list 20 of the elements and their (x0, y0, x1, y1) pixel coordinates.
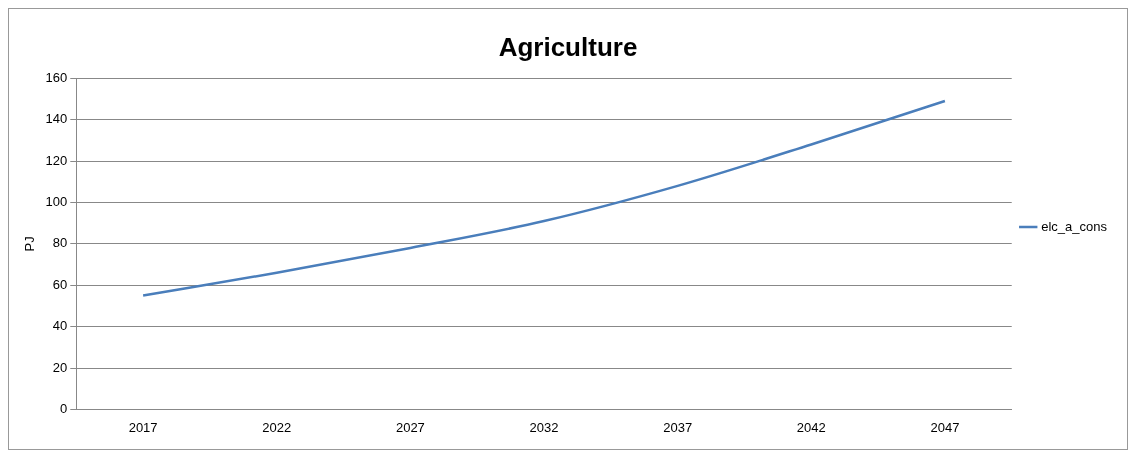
x-tick-label: 2027 (395, 419, 425, 435)
x-tick-label: 2017 (128, 419, 158, 435)
y-tick-label: 120 (45, 152, 68, 168)
legend-label: elc_a_cons (1041, 218, 1108, 234)
y-tick-label: 20 (52, 359, 68, 375)
y-tick-label: 80 (52, 235, 68, 251)
y-tick-label: 100 (45, 193, 68, 209)
x-tick-label: 2037 (663, 419, 693, 435)
x-tick-label: 2032 (529, 419, 559, 435)
line-series (141, 99, 947, 297)
y-tick-label: 140 (45, 111, 68, 127)
y-tick-label: 40 (52, 318, 68, 334)
y-tick-label: 60 (52, 276, 68, 292)
y-tick-label: 0 (60, 400, 68, 416)
x-tick-label: 2042 (796, 419, 826, 435)
chart-title: Agriculture (498, 31, 638, 62)
y-axis-title: PJ (22, 236, 38, 252)
x-tick-label: 2022 (262, 419, 292, 435)
y-tick-label: 160 (45, 69, 68, 85)
x-tick-label: 2047 (930, 419, 960, 435)
